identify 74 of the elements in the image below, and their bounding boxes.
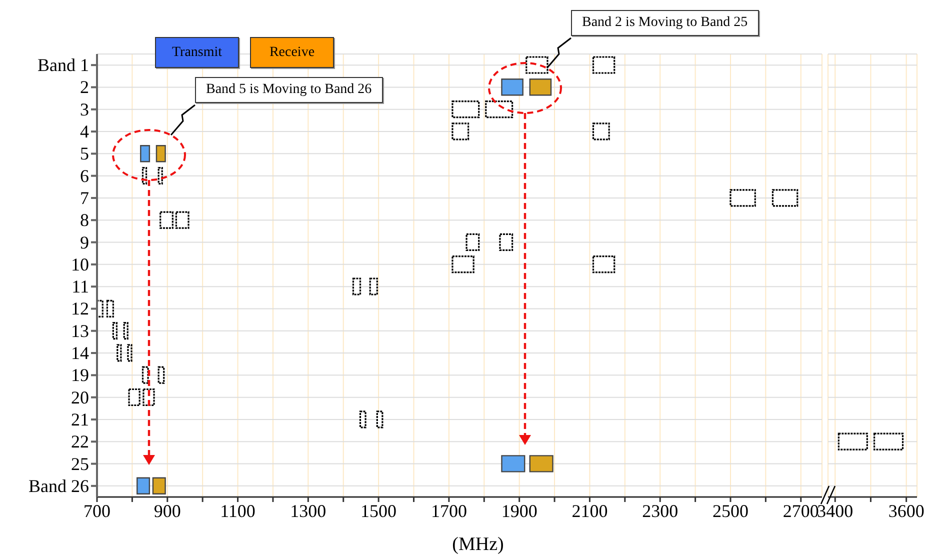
x-tick-label: 1300 [290, 500, 326, 521]
bar [160, 211, 174, 229]
bar [376, 410, 384, 428]
y-tick-label: 6 [80, 166, 89, 186]
annotation: Band 5 is Moving to Band 26 [195, 77, 383, 103]
bar [136, 477, 150, 494]
bar [592, 122, 610, 140]
bar [452, 256, 474, 274]
y-tick-label: 21 [71, 409, 89, 430]
y-tick-label: 14 [71, 343, 89, 364]
bar [529, 78, 552, 96]
bar [452, 122, 470, 140]
x-tick-label: 3600 [888, 500, 924, 521]
bar [466, 233, 480, 251]
y-tick-label: 20 [71, 387, 89, 408]
bar [156, 145, 166, 162]
text: Transmit [155, 37, 239, 68]
x-tick-label: 1100 [220, 500, 256, 521]
bar [116, 344, 122, 362]
bar [97, 300, 104, 318]
y-tick-label: 9 [80, 232, 89, 252]
y-tick-label: 7 [80, 188, 89, 208]
x-tick-label: 1500 [360, 500, 397, 521]
y-tick-label: 11 [72, 276, 89, 297]
bar [592, 56, 616, 74]
bar [526, 56, 548, 74]
y-tick-label: 5 [80, 144, 89, 164]
bar [140, 145, 150, 162]
y-tick-label: 2 [80, 77, 89, 98]
y-tick-label: 22 [71, 432, 89, 452]
bar [499, 233, 514, 251]
bar [128, 388, 140, 406]
bar [158, 366, 165, 384]
bar [501, 455, 526, 472]
y-tick-label: 8 [80, 210, 89, 230]
y-tick-label: 3 [80, 99, 89, 120]
bar [142, 366, 149, 384]
text: Band 2 is Moving to Band 25 [571, 10, 759, 36]
x-tick-label: 2100 [572, 500, 608, 521]
x-tick-label: 2300 [642, 500, 678, 521]
x-tick-label: 1700 [430, 500, 467, 521]
bar [529, 455, 554, 472]
y-tick-label: 25 [71, 454, 89, 474]
bar [501, 78, 524, 96]
bar [352, 278, 362, 296]
y-tick-label: 10 [71, 254, 89, 274]
x-tick-label: 3400 [817, 500, 854, 521]
bar [152, 477, 166, 494]
bar [106, 300, 114, 318]
y-tick-label: 13 [71, 320, 89, 341]
text: Receive [250, 37, 334, 68]
y-tick-label: 19 [71, 365, 89, 386]
bar [369, 278, 378, 296]
bar [485, 100, 514, 118]
bar [772, 189, 798, 207]
bar [158, 166, 163, 185]
y-tick-label: 12 [71, 298, 89, 319]
x-tick-label: 2500 [712, 500, 748, 521]
x-tick-label: 2700 [782, 500, 819, 521]
x-tick-label: 1900 [501, 500, 538, 521]
bar [175, 211, 190, 229]
y-tick-label: Band 1 [38, 55, 89, 76]
y-tick-label: Band 26 [28, 476, 89, 496]
x-axis-title: (MHz) [451, 534, 505, 556]
y-tick-label: 4 [80, 122, 89, 142]
bar [123, 322, 128, 340]
bar [592, 256, 616, 274]
bar [112, 322, 118, 340]
bar [452, 100, 480, 118]
bar [730, 189, 756, 207]
x-tick-label: 900 [154, 500, 181, 521]
bar [127, 344, 132, 362]
bar [359, 410, 366, 428]
x-tick-label: 700 [84, 500, 110, 521]
